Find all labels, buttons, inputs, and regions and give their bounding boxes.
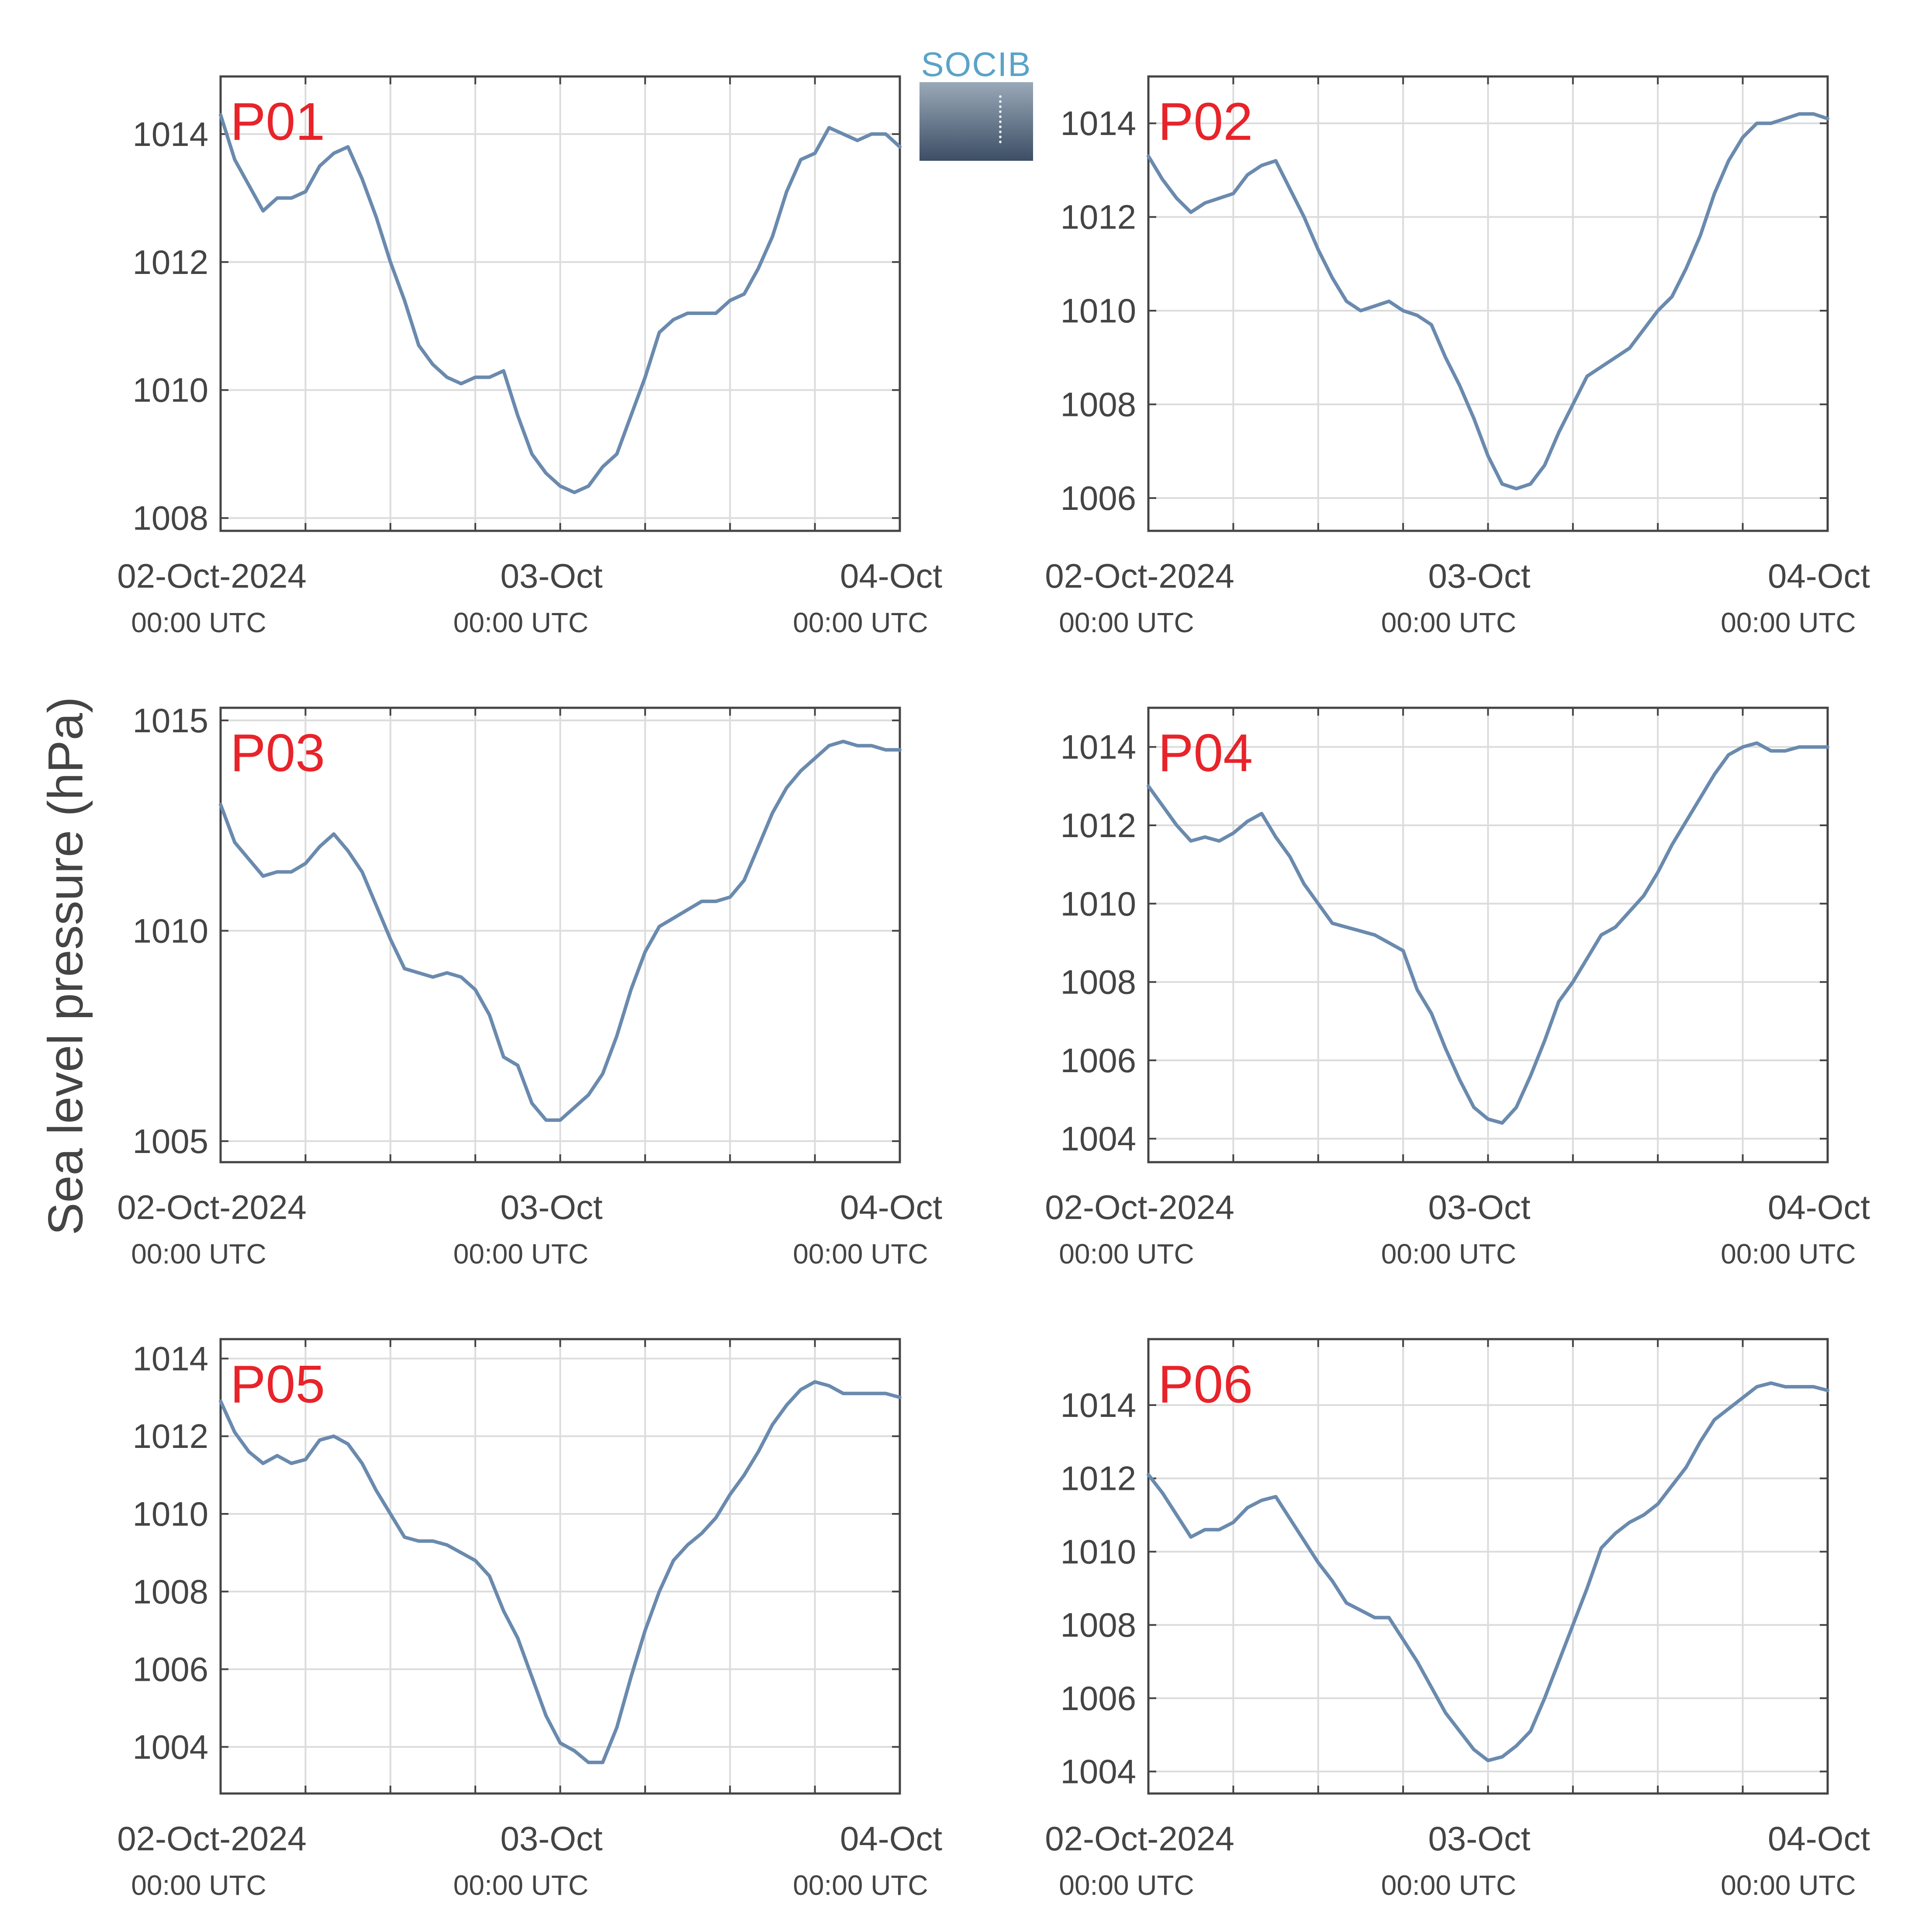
socib-logo: SOCIB bbox=[919, 45, 1033, 161]
logo-wave-icon bbox=[919, 82, 1033, 161]
y-tick-label: 1006 bbox=[132, 1650, 208, 1689]
x-tick-label-time: 00:00 UTC bbox=[1059, 1238, 1194, 1270]
chart-panel-p04: 1004 1006 1008 1010 1012 1014 P04 02-Oct-2024 00… bbox=[1045, 706, 1870, 1270]
axes-box bbox=[1147, 75, 1829, 532]
y-tick-label: 1010 bbox=[1060, 1532, 1136, 1571]
x-tick-label-date: 02-Oct-2024 bbox=[117, 1819, 307, 1858]
y-tick-label: 1006 bbox=[1060, 1679, 1136, 1717]
y-tick-label: 1006 bbox=[1060, 1041, 1136, 1080]
y-tick-label: 1010 bbox=[1060, 884, 1136, 923]
x-tick-label-time: 00:00 UTC bbox=[1381, 607, 1516, 638]
y-tick-label: 1008 bbox=[1060, 1606, 1136, 1644]
series-line bbox=[219, 113, 902, 495]
x-tick-label-time: 00:00 UTC bbox=[1381, 1238, 1516, 1270]
y-tick-label: 1010 bbox=[132, 371, 208, 409]
y-tick-label: 1005 bbox=[132, 1122, 208, 1160]
x-tick-label-time: 00:00 UTC bbox=[131, 1238, 266, 1270]
y-tick-label: 1012 bbox=[1060, 198, 1136, 236]
y-tick-label: 1015 bbox=[132, 701, 208, 740]
chart-panel-p06: 1004 1006 1008 1010 1012 1014 P06 02-Oct-2024 00… bbox=[1045, 1338, 1870, 1901]
chart-panel-p01: 1008 1010 1012 1014 P01 02-Oct-2024 00:00 UTC 0… bbox=[117, 75, 942, 638]
y-tick-label: 1004 bbox=[1060, 1752, 1136, 1791]
y-axis-label: Sea level pressure (hPa) bbox=[38, 696, 93, 1236]
y-tick-label: 1008 bbox=[1060, 963, 1136, 1001]
series-line bbox=[219, 740, 902, 1122]
axes-box bbox=[1147, 706, 1829, 1163]
x-tick-label-time: 00:00 UTC bbox=[453, 1870, 588, 1901]
y-tick-label: 1008 bbox=[132, 1572, 208, 1611]
y-tick-label: 1014 bbox=[1060, 728, 1136, 766]
x-tick-label-date: 03-Oct bbox=[500, 1188, 602, 1226]
chart-panel-p02: 1006 1008 1010 1012 1014 P02 02-Oct-2024 00:00 … bbox=[1045, 75, 1870, 638]
x-tick-label-time: 00:00 UTC bbox=[131, 1870, 266, 1901]
x-tick-label-date: 04-Oct bbox=[1768, 1188, 1870, 1226]
y-tick-label: 1008 bbox=[132, 499, 208, 537]
y-tick-label: 1008 bbox=[1060, 385, 1136, 424]
y-tick-label: 1006 bbox=[1060, 479, 1136, 517]
x-tick-label-time: 00:00 UTC bbox=[1721, 1238, 1856, 1270]
panel-label: P01 bbox=[230, 92, 325, 151]
series-line bbox=[1147, 1381, 1829, 1762]
axes-box bbox=[1147, 1338, 1829, 1795]
panel-label: P03 bbox=[230, 723, 325, 782]
x-tick-label-time: 00:00 UTC bbox=[1721, 1870, 1856, 1901]
x-tick-label-date: 02-Oct-2024 bbox=[1045, 1188, 1234, 1226]
x-tick-label-time: 00:00 UTC bbox=[1721, 607, 1856, 638]
axes-box bbox=[219, 706, 901, 1163]
x-tick-label-date: 03-Oct bbox=[1428, 1819, 1530, 1858]
y-tick-label: 1010 bbox=[1060, 291, 1136, 330]
series-line bbox=[1147, 112, 1829, 491]
x-tick-label-date: 04-Oct bbox=[840, 1188, 942, 1226]
x-tick-label-date: 03-Oct bbox=[1428, 557, 1530, 595]
x-tick-label-time: 00:00 UTC bbox=[453, 607, 588, 638]
x-tick-label-time: 00:00 UTC bbox=[793, 607, 928, 638]
logo-text: SOCIB bbox=[921, 45, 1032, 83]
y-tick-label: 1004 bbox=[1060, 1119, 1136, 1158]
panel-label: P02 bbox=[1158, 92, 1253, 151]
x-tick-label-date: 04-Oct bbox=[1768, 1819, 1870, 1858]
y-tick-label: 1004 bbox=[132, 1728, 208, 1766]
x-tick-label-date: 04-Oct bbox=[840, 1819, 942, 1858]
y-tick-label: 1010 bbox=[132, 1495, 208, 1533]
x-tick-label-date: 04-Oct bbox=[1768, 557, 1870, 595]
x-tick-label-date: 02-Oct-2024 bbox=[117, 1188, 307, 1226]
x-tick-label-date: 04-Oct bbox=[840, 557, 942, 595]
axes-box bbox=[219, 1338, 901, 1795]
x-tick-label-time: 00:00 UTC bbox=[131, 607, 266, 638]
x-tick-label-time: 00:00 UTC bbox=[1059, 607, 1194, 638]
panel-label: P06 bbox=[1158, 1354, 1253, 1414]
y-tick-label: 1012 bbox=[1060, 1459, 1136, 1498]
y-tick-label: 1012 bbox=[1060, 806, 1136, 845]
logo-dotted-line bbox=[999, 95, 1002, 143]
x-tick-label-time: 00:00 UTC bbox=[793, 1870, 928, 1901]
x-tick-label-date: 02-Oct-2024 bbox=[1045, 1819, 1234, 1858]
series-line bbox=[219, 1380, 902, 1764]
x-tick-label-date: 03-Oct bbox=[1428, 1188, 1530, 1226]
x-tick-label-time: 00:00 UTC bbox=[793, 1238, 928, 1270]
x-tick-label-date: 03-Oct bbox=[500, 557, 602, 595]
y-tick-label: 1014 bbox=[132, 115, 208, 153]
x-tick-label-date: 03-Oct bbox=[500, 1819, 602, 1858]
x-tick-label-date: 02-Oct-2024 bbox=[117, 557, 307, 595]
x-tick-label-time: 00:00 UTC bbox=[1059, 1870, 1194, 1901]
y-tick-label: 1012 bbox=[132, 243, 208, 281]
chart-panel-p05: 1004 1006 1008 1010 1012 1014 P05 02-Oct-2024 00… bbox=[117, 1338, 942, 1901]
chart-panel-p03: 1005 1010 1015 P03 02-Oct-2024 00:00 UTC 03-Oc… bbox=[117, 701, 942, 1270]
y-tick-label: 1014 bbox=[132, 1339, 208, 1378]
axes-box bbox=[219, 75, 901, 532]
y-tick-label: 1014 bbox=[1060, 1386, 1136, 1424]
panel-label: P05 bbox=[230, 1354, 325, 1414]
x-tick-label-date: 02-Oct-2024 bbox=[1045, 557, 1234, 595]
x-tick-label-time: 00:00 UTC bbox=[453, 1238, 588, 1270]
y-tick-label: 1010 bbox=[132, 911, 208, 950]
x-tick-label-time: 00:00 UTC bbox=[1381, 1870, 1516, 1901]
panel-label: P04 bbox=[1158, 723, 1253, 782]
y-tick-label: 1014 bbox=[1060, 104, 1136, 142]
series-line bbox=[1147, 741, 1829, 1125]
y-tick-label: 1012 bbox=[132, 1417, 208, 1455]
